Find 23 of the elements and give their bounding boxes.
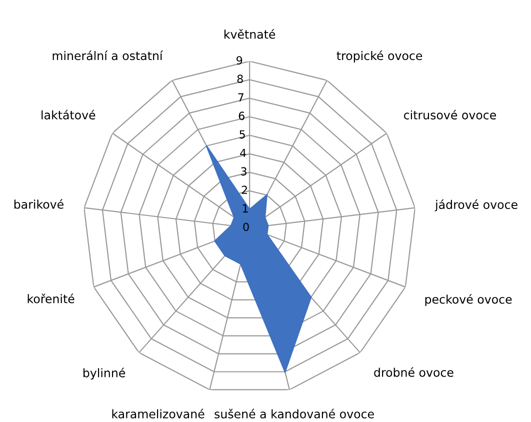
spoke-label: kořenité xyxy=(28,294,74,304)
spoke-label: květnaté xyxy=(224,29,276,39)
y-tick-label: 9 xyxy=(236,56,242,65)
y-tick-label: 3 xyxy=(241,167,246,176)
spoke-label: citrusové ovoce xyxy=(404,110,496,120)
y-tick-label: 7 xyxy=(238,93,244,102)
y-tick-label: 6 xyxy=(238,112,244,120)
spoke-label: laktátové xyxy=(42,110,96,120)
y-tick-label: 0 xyxy=(243,222,249,232)
spoke-label: tropické ovoce xyxy=(336,50,422,62)
y-tick-label: 8 xyxy=(237,74,243,84)
spoke-label: jádrové ovoce xyxy=(434,199,518,212)
y-tick-label: 1 xyxy=(242,204,248,212)
y-tick-label: 5 xyxy=(240,130,245,139)
spoke-label: drobné ovoce xyxy=(374,367,454,377)
spoke-label: sušené a kandované ovoce xyxy=(214,408,374,418)
spoke-label: minerální a ostatní xyxy=(52,50,164,60)
spoke-label: barikové xyxy=(14,199,64,209)
spoke-label: bylinné xyxy=(83,368,126,380)
spoke-label: karamelizované xyxy=(112,408,204,418)
spoke-label: peckové ovoce xyxy=(425,294,512,306)
y-tick-label: 2 xyxy=(242,186,247,194)
y-tick-label: 4 xyxy=(240,148,246,157)
